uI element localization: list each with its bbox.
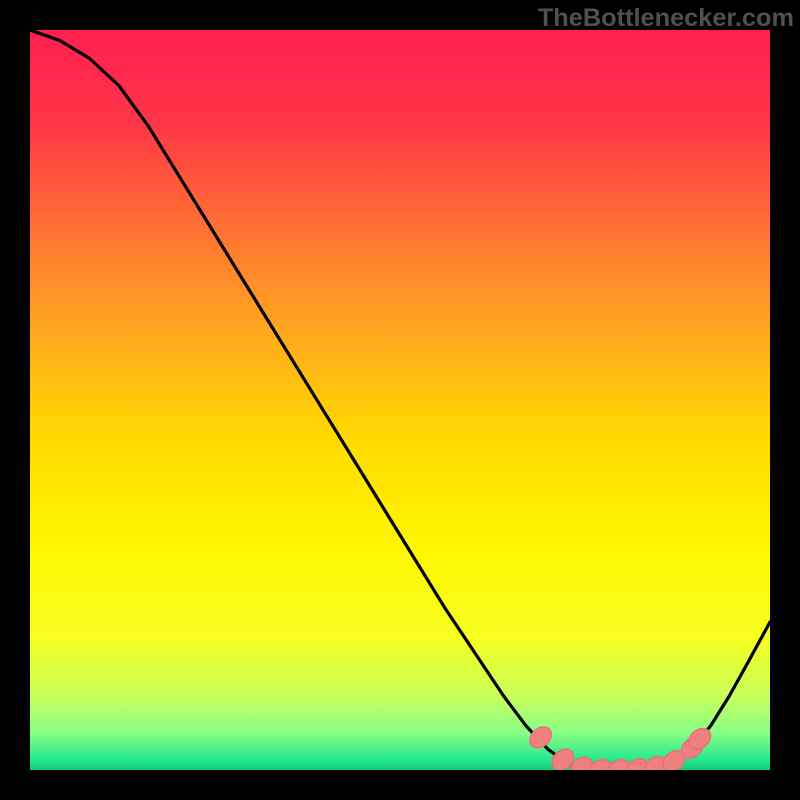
watermark-text: TheBottlenecker.com: [538, 4, 794, 33]
chart-container: TheBottlenecker.com: [0, 0, 800, 800]
plot-area: [30, 30, 770, 770]
gradient-background: [30, 30, 770, 770]
chart-svg: [30, 30, 770, 770]
